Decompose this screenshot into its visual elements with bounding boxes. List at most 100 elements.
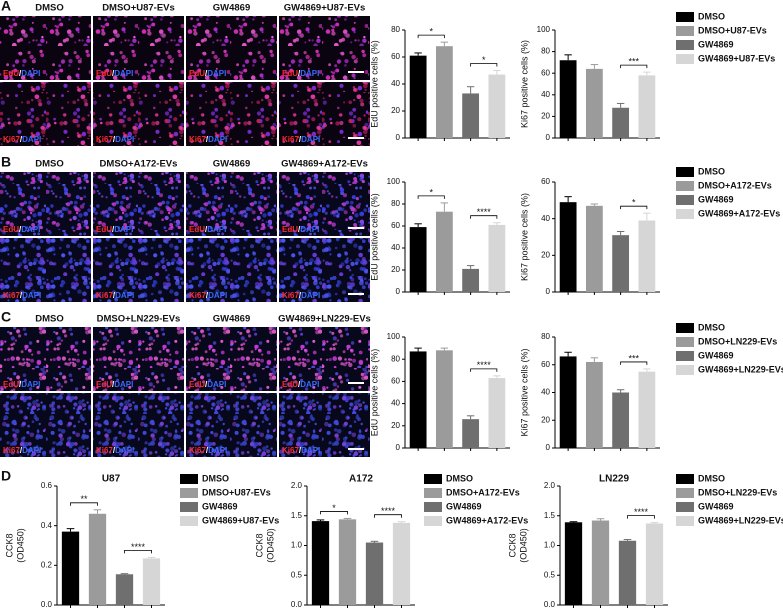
stain-label: Ki67/DAPI — [3, 291, 41, 300]
y-axis-label: CCK8 — [4, 533, 14, 557]
stain-name: EdU — [189, 380, 205, 389]
y-tick-label: 40 — [541, 90, 550, 99]
micrograph — [93, 16, 184, 80]
y-tick-label: 0.5 — [291, 570, 303, 579]
legend-swatch — [180, 474, 198, 484]
significance-bracket — [470, 215, 498, 219]
stain-label: EdU/DAPI — [282, 380, 319, 389]
y-tick-label: 40 — [541, 214, 550, 223]
stain-label: EdU/DAPI — [3, 380, 40, 389]
significance-label: **** — [477, 360, 492, 370]
legend-label: GW4869 — [698, 501, 734, 511]
counterstain-name: DAPI — [114, 69, 133, 78]
stain-separator: / — [299, 446, 302, 455]
y-tick-label: 20 — [541, 112, 550, 121]
legend-label: GW4869 — [698, 39, 734, 49]
column-header: DMSO+A172-EVs — [100, 159, 178, 170]
counterstain-name: DAPI — [115, 135, 134, 144]
legend-label: GW4869 — [698, 194, 734, 204]
legend-swatch — [676, 337, 694, 347]
y-tick-label: 20 — [391, 421, 400, 430]
counterstain-name: DAPI — [114, 380, 133, 389]
stain-separator: / — [299, 291, 302, 300]
y-axis-label: (OD450) — [15, 528, 25, 563]
legend-label: DMSO+U87-EVs — [202, 487, 271, 497]
micrograph — [0, 327, 91, 391]
y-tick-label: 60 — [391, 221, 400, 230]
stain-label: EdU/DAPI — [189, 380, 226, 389]
stain-label: EdU/DAPI — [189, 225, 226, 234]
legend-label: DMSO+U87-EVs — [698, 25, 767, 35]
legend-label: GW4869 — [202, 501, 238, 511]
legend-label: GW4869+U87-EVs — [698, 53, 775, 63]
y-tick-label: 80 — [391, 25, 400, 34]
column-header: DMSO+LN229-EVs — [97, 314, 181, 325]
legend-swatch — [676, 351, 694, 361]
y-tick-label: 0.0 — [41, 600, 53, 609]
stain-separator: / — [298, 225, 301, 234]
legend-swatch — [424, 502, 442, 512]
counterstain-name: DAPI — [115, 446, 134, 455]
bar — [409, 55, 427, 138]
y-tick-label: 40 — [541, 388, 550, 397]
counterstain-name: DAPI — [22, 291, 41, 300]
bar — [435, 46, 453, 139]
counterstain-name: DAPI — [300, 225, 319, 234]
y-axis-label: EdU positive cells (%) — [369, 349, 379, 437]
micrograph — [279, 238, 370, 302]
y-tick-label: 40 — [391, 399, 400, 408]
stain-label: Ki67/DAPI — [3, 446, 41, 455]
stain-name: EdU — [3, 380, 19, 389]
stain-name: Ki67 — [3, 291, 20, 300]
y-tick-label: 1.0 — [291, 541, 303, 550]
column-header: GW4869 — [213, 314, 251, 325]
legend-label: DMSO — [698, 166, 725, 176]
bar — [392, 522, 411, 605]
micrograph — [279, 172, 370, 236]
legend-label: GW4869+A172-EVs — [446, 515, 528, 525]
stain-name: Ki67 — [189, 135, 206, 144]
counterstain-name: DAPI — [300, 69, 319, 78]
bar — [365, 542, 384, 605]
stain-name: EdU — [282, 225, 298, 234]
legend-label: DMSO — [698, 322, 725, 332]
legend-swatch — [676, 181, 694, 191]
significance-label: *** — [628, 56, 639, 66]
y-tick-label: 60 — [391, 377, 400, 386]
stain-separator: / — [299, 135, 302, 144]
stain-label: Ki67/DAPI — [3, 135, 41, 144]
bar — [488, 74, 506, 138]
y-tick-label: 0 — [396, 443, 401, 452]
y-tick-label: 100 — [387, 332, 401, 341]
y-tick-label: 60 — [541, 360, 550, 369]
stain-label: Ki67/DAPI — [282, 291, 320, 300]
stain-name: EdU — [189, 69, 205, 78]
y-tick-label: 0 — [546, 443, 551, 452]
micrograph — [186, 172, 277, 236]
legend-swatch — [676, 40, 694, 50]
legend-label: DMSO — [698, 11, 725, 21]
y-tick-label: 2.0 — [291, 481, 303, 490]
stain-name: EdU — [3, 69, 19, 78]
y-axis-label: EdU positive cells (%) — [369, 193, 379, 281]
counterstain-name: DAPI — [301, 135, 320, 144]
significance-bracket — [620, 205, 648, 210]
significance-bracket — [627, 515, 655, 519]
stain-separator: / — [205, 225, 208, 234]
stain-name: Ki67 — [3, 135, 20, 144]
stain-name: EdU — [96, 69, 112, 78]
y-tick-label: 0 — [546, 133, 551, 142]
significance-label: * — [632, 198, 636, 208]
panel-letter: D — [1, 468, 11, 484]
micrograph — [0, 16, 91, 80]
y-tick-label: 60 — [541, 177, 550, 186]
legend-swatch — [676, 167, 694, 177]
bar — [88, 513, 107, 605]
y-tick-label: 80 — [391, 199, 400, 208]
stain-name: EdU — [189, 225, 205, 234]
bar — [488, 224, 506, 292]
legend-swatch — [676, 502, 694, 512]
legend-swatch — [424, 474, 442, 484]
bar — [462, 419, 480, 448]
counterstain-name: DAPI — [208, 446, 227, 455]
